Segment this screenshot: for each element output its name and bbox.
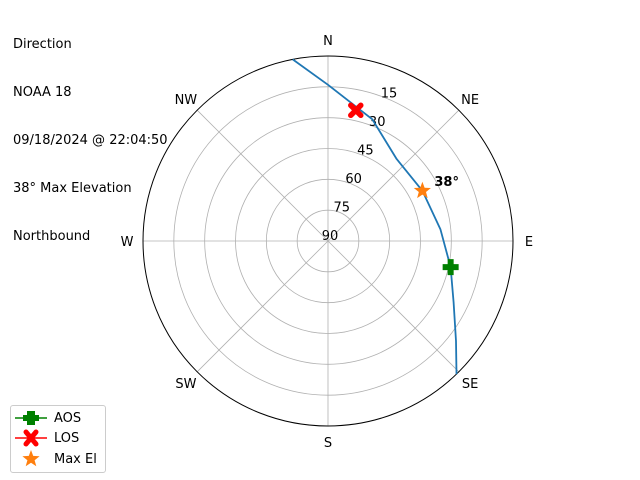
legend-label: Max El	[54, 451, 97, 467]
legend-label: LOS	[54, 430, 80, 446]
compass-label: E	[525, 235, 533, 250]
polar-frame	[142, 55, 514, 427]
max-el-annotation: 38°	[434, 175, 459, 190]
compass-label: S	[324, 436, 332, 451]
legend-item-aos: AOS	[11, 408, 81, 428]
legend-item-max-el: Max El	[11, 449, 97, 469]
plus-icon	[15, 411, 47, 425]
aos-marker	[442, 259, 459, 276]
radial-tick-label: 75	[334, 201, 351, 216]
legend: AOS LOS Max El	[10, 405, 106, 473]
title-line: NOAA 18	[13, 85, 72, 100]
title-line: 09/18/2024 @ 22:04:50	[13, 133, 168, 148]
title-line: Northbound	[13, 229, 91, 244]
radial-tick-label: 90	[322, 229, 339, 244]
legend-label: AOS	[54, 410, 82, 426]
radial-tick-label: 15	[381, 87, 398, 102]
title-line: 38° Max Elevation	[13, 181, 132, 196]
x-icon	[15, 429, 47, 447]
star-icon	[22, 450, 40, 467]
max-el-marker	[413, 181, 431, 199]
compass-label: NW	[175, 93, 198, 108]
radial-tick-label: 30	[369, 115, 386, 130]
compass-label: W	[121, 235, 134, 250]
legend-item-los: LOS	[11, 428, 79, 448]
los-marker	[348, 102, 364, 119]
radial-tick-label: 45	[357, 144, 374, 159]
grid-spoke	[196, 240, 329, 373]
track-line	[292, 58, 458, 375]
compass-label: N	[323, 34, 333, 49]
title-line: Direction	[13, 37, 72, 52]
compass-label: NE	[461, 93, 479, 108]
compass-label: SE	[462, 377, 478, 392]
radial-tick-label: 60	[345, 172, 362, 187]
grid-spoke	[327, 109, 460, 242]
grid-spoke	[327, 240, 460, 373]
chart-title: Direction NOAA 18 09/18/2024 @ 22:04:50 …	[13, 5, 168, 261]
grid-spoke	[196, 109, 329, 242]
compass-label: SW	[175, 377, 196, 392]
